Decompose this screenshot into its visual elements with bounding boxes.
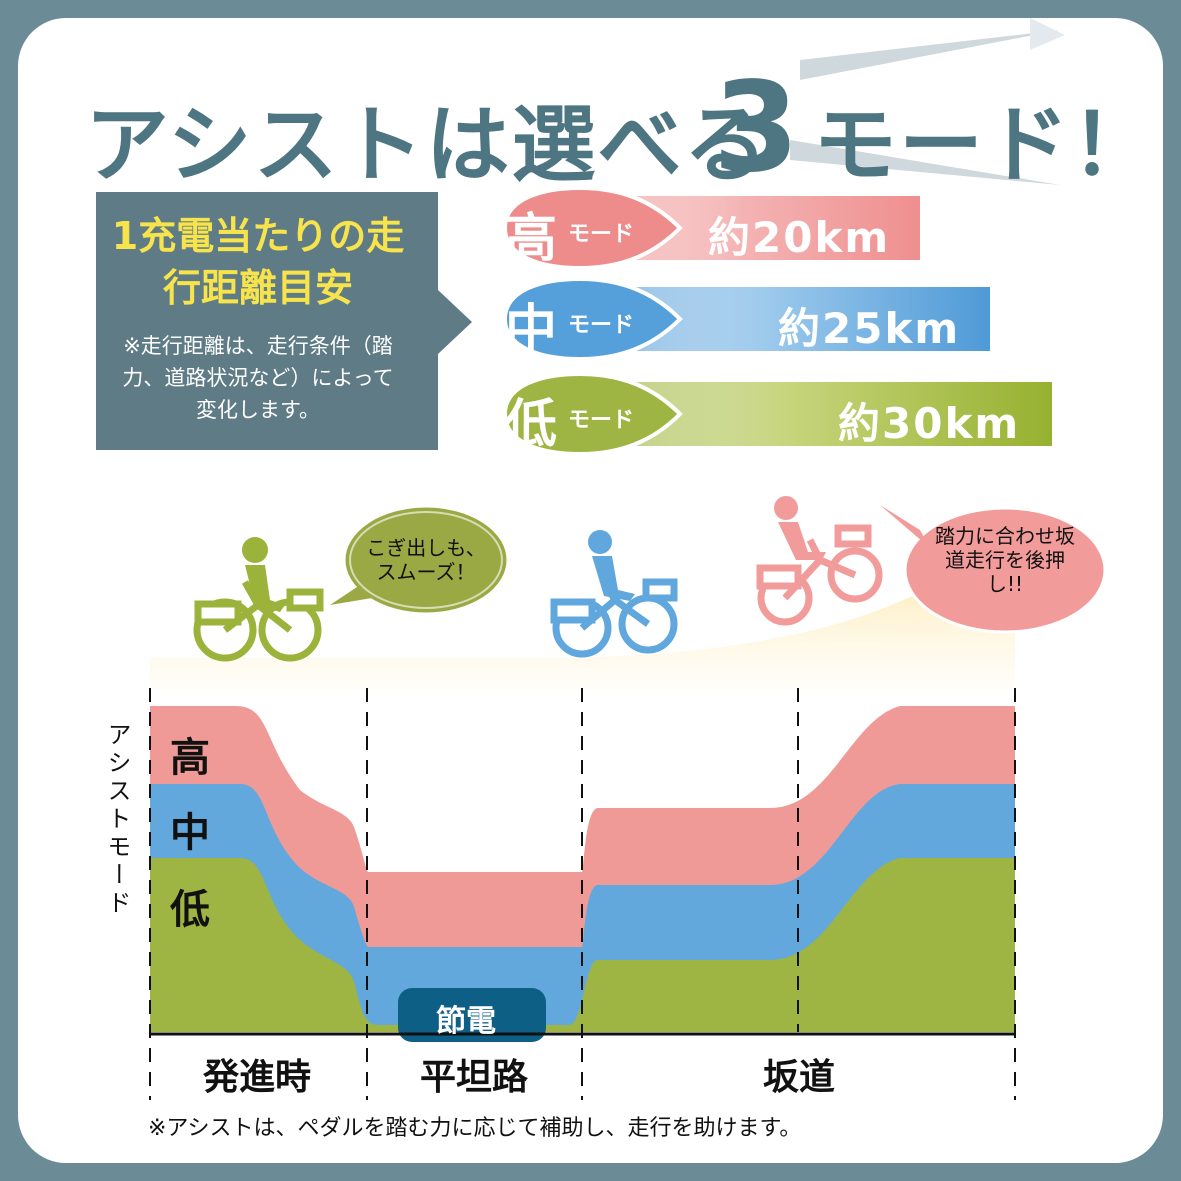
road xyxy=(150,545,1015,690)
rider-blue-icon xyxy=(588,530,635,601)
bicycle-pink-icon xyxy=(756,524,883,626)
mode-low-distance: 約30km xyxy=(838,399,1021,448)
page-title: アシストは選べる 3 モード！ xyxy=(85,56,1155,200)
section-dividers xyxy=(149,688,1016,1100)
section-start: 発進時 xyxy=(203,1057,312,1098)
bicycle-blue-icon xyxy=(550,578,678,658)
mode-bar-high xyxy=(502,185,920,271)
rider-pink-icon xyxy=(774,496,826,560)
mode-mid-suffix: モード xyxy=(568,313,635,338)
section-slope: 坂道 xyxy=(763,1057,836,1098)
infobox-title: 1充電当たりの走行距離目安 xyxy=(111,214,405,310)
mode-mid-label: 中 xyxy=(505,300,558,360)
title-part2: モード！ xyxy=(813,96,1158,194)
infobox-note: ※走行距離は、走行条件（踏力、道路状況など）によって変化します。 xyxy=(122,334,394,422)
level-mid: 中 xyxy=(170,810,210,856)
mode-low-label: 低 xyxy=(505,395,558,455)
mode-low-suffix: モード xyxy=(568,408,635,433)
mode-bar-mid xyxy=(502,276,990,362)
level-high: 高 xyxy=(170,735,210,781)
mode-bar-low xyxy=(502,371,1052,457)
footnote: ※アシストは、ペダルを踏む力に応じて補助し、走行を助けます。 xyxy=(148,1116,802,1141)
title-number: 3 xyxy=(713,56,800,200)
bubble-start-text: こぎ出しも、スムーズ！ xyxy=(366,536,486,584)
info-box xyxy=(96,192,438,450)
saving-badge xyxy=(398,988,546,1042)
y-axis-title: アシストモード xyxy=(103,722,131,918)
mode-high-label: 高 xyxy=(505,209,558,269)
saving-badge-text: 節電 xyxy=(436,1004,496,1039)
bubble-slope xyxy=(880,505,1107,634)
title-part1: アシストは選べる xyxy=(85,96,770,194)
bubble-slope-text: 踏力に合わせ坂道走行を後押し!! xyxy=(935,524,1075,596)
rider-green-icon xyxy=(242,537,285,612)
mode-high-suffix: モード xyxy=(568,222,635,247)
level-low: 低 xyxy=(170,887,210,933)
section-flat: 平坦路 xyxy=(420,1057,529,1098)
bubble-start xyxy=(330,504,510,616)
mode-mid-distance: 約25km xyxy=(778,304,961,353)
mode-high-distance: 約20km xyxy=(708,213,891,262)
